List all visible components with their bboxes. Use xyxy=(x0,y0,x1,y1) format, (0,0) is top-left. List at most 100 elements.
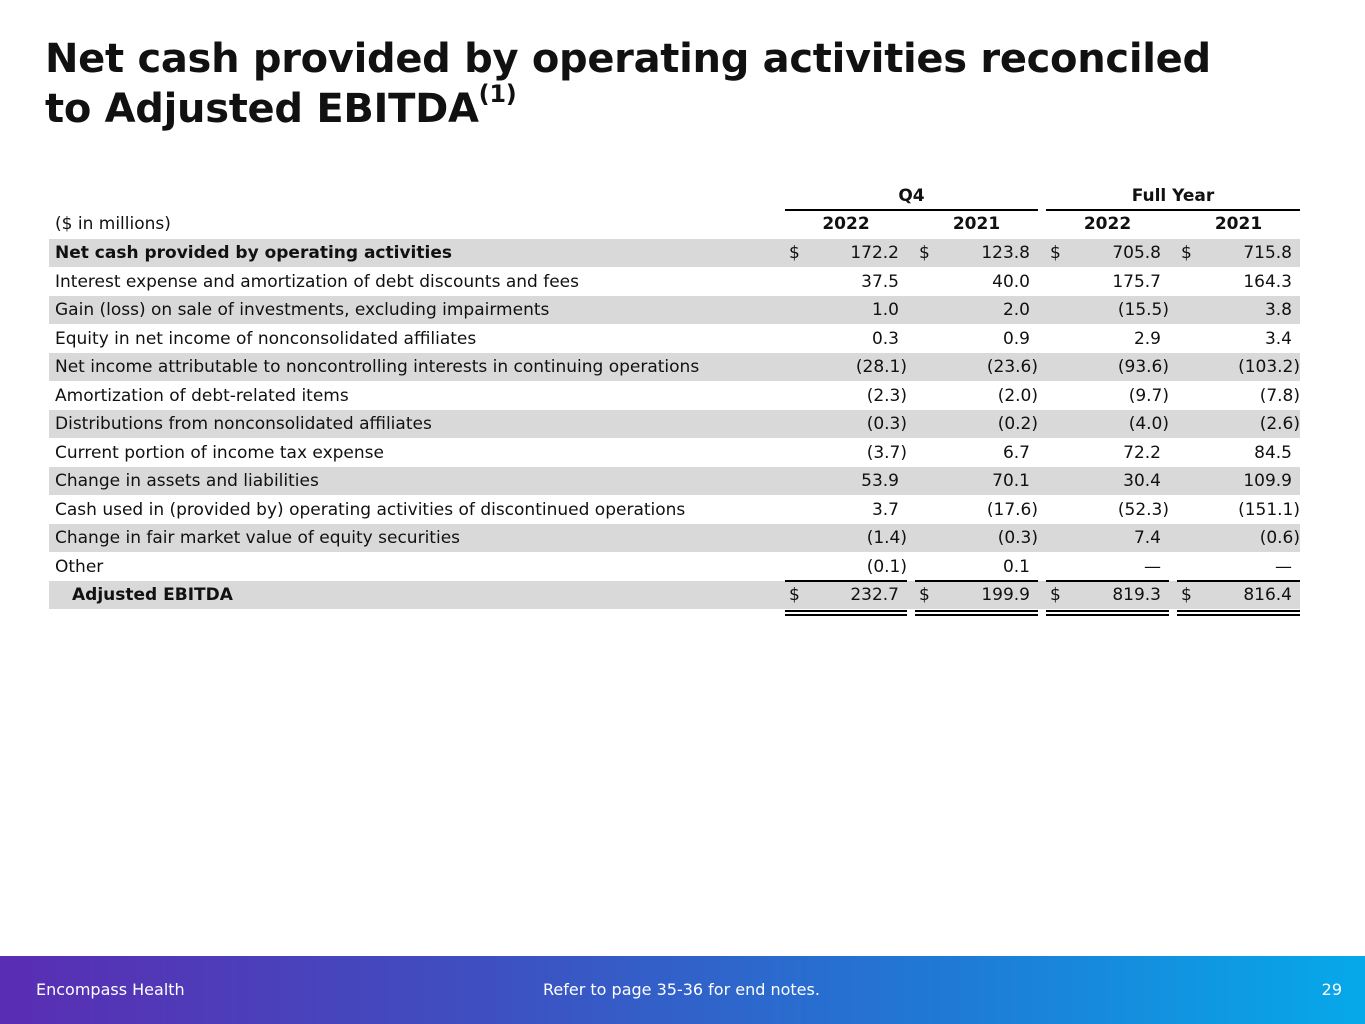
value: 2.0 xyxy=(1002,300,1030,320)
value: 705.8 xyxy=(1112,243,1161,263)
end-note: Refer to page 35-36 for end notes. xyxy=(543,980,820,999)
company-name: Encompass Health xyxy=(36,980,185,999)
row-label: Equity in net income of nonconsolidated … xyxy=(55,328,477,349)
currency-symbol: $ xyxy=(1181,585,1192,605)
row-label: Change in assets and liabilities xyxy=(55,471,319,491)
value: 3.8 xyxy=(1264,300,1292,320)
value: 37.5 xyxy=(861,271,899,292)
value: 2.9 xyxy=(1133,328,1161,349)
unit-label: ($ in millions) xyxy=(55,214,171,234)
value: (52.3) xyxy=(1117,499,1169,520)
row-label: Change in fair market value of equity se… xyxy=(55,528,461,548)
group-rule xyxy=(1046,209,1300,211)
title: Net cash provided by operating activitie… xyxy=(45,34,1211,134)
value: (0.1) xyxy=(866,556,907,577)
row-label: Other xyxy=(55,556,104,577)
value: (2.0) xyxy=(997,385,1038,406)
value: 164.3 xyxy=(1243,271,1292,292)
value: 53.9 xyxy=(861,471,899,491)
value: 199.9 xyxy=(981,585,1030,605)
value: (0.3) xyxy=(866,414,907,434)
group-rule xyxy=(785,209,1038,211)
row-shading xyxy=(49,410,1300,438)
reconciliation-table: Q4 Full Year ($ in millions) 2022 2021 2022 20… xyxy=(49,186,1300,616)
row-label: Adjusted EBITDA xyxy=(72,585,233,605)
value: (103.2) xyxy=(1238,357,1300,377)
value: (3.7) xyxy=(866,442,907,463)
value: — xyxy=(1275,556,1292,577)
value: (0.6) xyxy=(1259,528,1300,548)
value: 0.3 xyxy=(871,328,899,349)
value: (23.6) xyxy=(986,357,1038,377)
total-rule xyxy=(1177,580,1300,582)
row-label: Net income attributable to noncontrollin… xyxy=(55,357,700,377)
column-header: 2022 xyxy=(1083,214,1132,234)
value: (9.7) xyxy=(1128,385,1169,406)
value: (0.3) xyxy=(997,528,1038,548)
value: 6.7 xyxy=(1002,442,1030,463)
row-shading xyxy=(49,467,1300,495)
value: 84.5 xyxy=(1254,442,1292,463)
value: 175.7 xyxy=(1112,271,1161,292)
value: 7.4 xyxy=(1133,528,1161,548)
value: (0.2) xyxy=(997,414,1038,434)
title-note: (1) xyxy=(478,80,517,108)
title-line: to Adjusted EBITDA xyxy=(45,86,479,132)
value: (151.1) xyxy=(1238,499,1300,520)
column-header: 2021 xyxy=(1214,214,1263,234)
double-rule xyxy=(915,610,1038,612)
value: 232.7 xyxy=(850,585,899,605)
column-group-header: Full Year xyxy=(1131,186,1215,206)
value: 123.8 xyxy=(981,243,1030,263)
value: (28.1) xyxy=(855,357,907,377)
double-rule xyxy=(1046,610,1169,612)
row-shading xyxy=(49,296,1300,324)
value: 70.1 xyxy=(992,471,1030,491)
value: 172.2 xyxy=(850,243,899,263)
value: 0.1 xyxy=(1002,556,1030,577)
value: (2.3) xyxy=(866,385,907,406)
currency-symbol: $ xyxy=(1181,243,1192,263)
double-rule xyxy=(785,614,907,616)
row-label: Cash used in (provided by) operating act… xyxy=(55,499,686,520)
row-shading xyxy=(49,524,1300,552)
value: 3.4 xyxy=(1264,328,1292,349)
currency-symbol: $ xyxy=(919,243,930,263)
row-shading xyxy=(49,353,1300,381)
value: 819.3 xyxy=(1112,585,1161,605)
footer: Encompass Health Refer to page 35-36 for… xyxy=(0,956,1365,1024)
value: (17.6) xyxy=(986,499,1038,520)
page-number: 29 xyxy=(1321,980,1342,999)
value: — xyxy=(1144,556,1161,577)
double-rule xyxy=(915,614,1038,616)
double-rule xyxy=(785,610,907,612)
currency-symbol: $ xyxy=(789,585,800,605)
value: (2.6) xyxy=(1259,414,1300,434)
total-rule xyxy=(915,580,1038,582)
total-rule xyxy=(785,580,907,582)
column-header: 2021 xyxy=(952,214,1001,234)
currency-symbol: $ xyxy=(1050,585,1061,605)
row-label: Interest expense and amortization of deb… xyxy=(55,271,579,292)
row-label: Distributions from nonconsolidated affil… xyxy=(55,414,432,434)
double-rule xyxy=(1177,614,1300,616)
value: 72.2 xyxy=(1123,442,1161,463)
row-label: Current portion of income tax expense xyxy=(55,442,384,463)
currency-symbol: $ xyxy=(789,243,800,263)
row-shading xyxy=(49,581,1300,609)
value: 715.8 xyxy=(1243,243,1292,263)
value: (1.4) xyxy=(866,528,907,548)
value: 40.0 xyxy=(992,271,1030,292)
value: 816.4 xyxy=(1243,585,1292,605)
value: 1.0 xyxy=(871,300,899,320)
row-label: Net cash provided by operating activitie… xyxy=(55,243,452,263)
row-label: Amortization of debt-related items xyxy=(55,385,349,406)
value: (7.8) xyxy=(1259,385,1300,406)
value: 0.9 xyxy=(1002,328,1030,349)
currency-symbol: $ xyxy=(919,585,930,605)
value: (93.6) xyxy=(1117,357,1169,377)
currency-symbol: $ xyxy=(1050,243,1061,263)
value: (15.5) xyxy=(1117,300,1169,320)
double-rule xyxy=(1046,614,1169,616)
